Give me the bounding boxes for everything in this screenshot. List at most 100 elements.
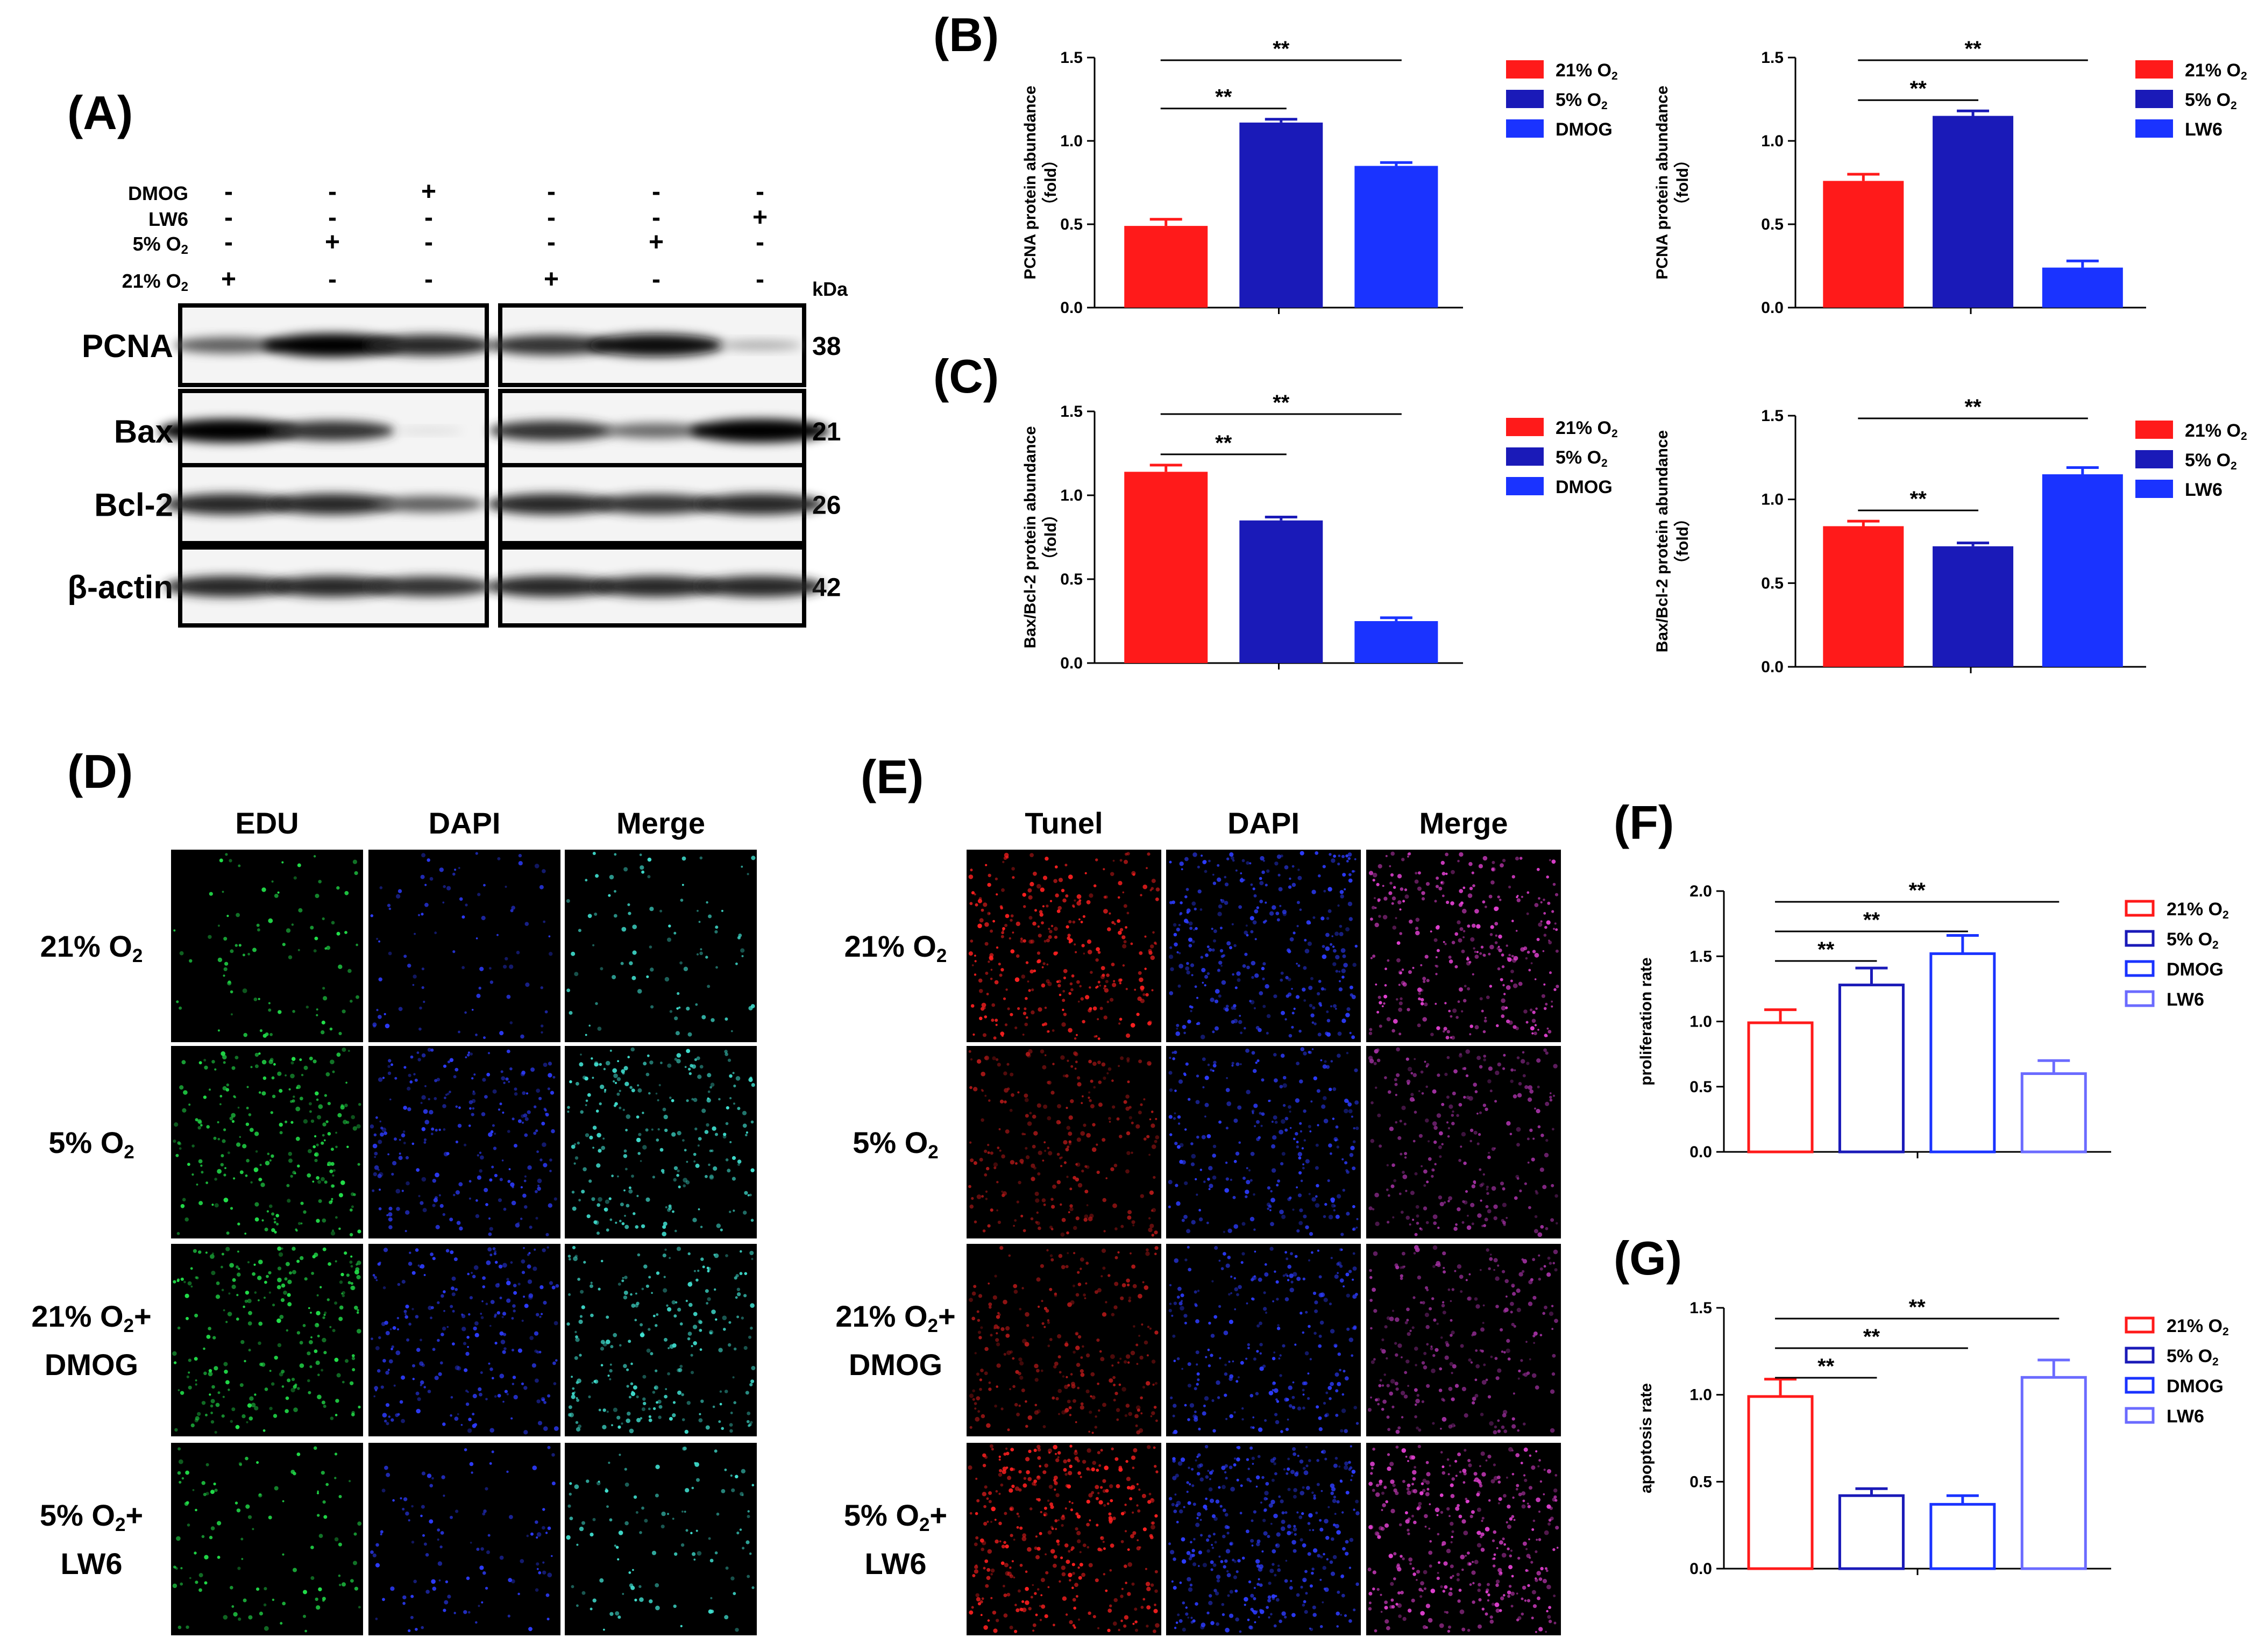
cell-dot [394, 1077, 397, 1080]
cell-dot [1449, 1362, 1453, 1366]
cell-dot [1276, 1327, 1281, 1330]
cell-dot [1445, 872, 1448, 875]
cell-dot [1322, 945, 1325, 948]
cell-dot [572, 1245, 576, 1250]
cell-dot [421, 1626, 424, 1629]
cell-dot [254, 1052, 259, 1057]
cell-dot [1018, 1357, 1023, 1362]
cell-dot [1441, 1398, 1445, 1401]
cell-dot [250, 1066, 253, 1069]
cell-dot [686, 1401, 691, 1405]
cell-dot [1421, 1165, 1423, 1167]
cell-dot [553, 1321, 558, 1326]
cell-dot [699, 1348, 702, 1351]
cell-dot [1043, 1204, 1046, 1206]
cell-dot [1105, 980, 1109, 984]
cell-dot [271, 1076, 275, 1080]
cell-dot [688, 1072, 692, 1076]
cell-dot [1195, 1350, 1199, 1355]
cell-dot [387, 903, 391, 907]
cell-dot [1471, 871, 1474, 874]
cell-dot [1276, 1400, 1280, 1403]
cell-dot [408, 1073, 411, 1077]
cell-dot [1083, 1123, 1087, 1127]
cell-dot [1423, 1169, 1428, 1174]
cell-dot [421, 1095, 426, 1100]
cell-dot [664, 1337, 668, 1342]
cell-dot [493, 1147, 497, 1150]
cell-dot [479, 1565, 484, 1570]
cell-dot [1442, 1301, 1445, 1304]
cell-dot [1428, 1140, 1430, 1143]
cell-dot [1021, 1287, 1024, 1290]
cell-dot [543, 1401, 546, 1404]
cell-dot [186, 1625, 189, 1629]
cell-dot [1464, 985, 1467, 988]
cell-dot [1437, 1263, 1441, 1268]
cell-dot [1391, 896, 1396, 901]
cell-dot [632, 950, 637, 955]
cell-dot [1037, 925, 1040, 928]
cell-dot [698, 1319, 702, 1324]
cell-dot [1016, 1412, 1020, 1416]
cell-dot [1013, 1224, 1015, 1227]
cell-dot [1318, 980, 1322, 983]
cell-dot [254, 1202, 259, 1207]
cell-dot [641, 1506, 644, 1510]
cell-dot [574, 972, 579, 977]
cell-dot [1181, 1219, 1185, 1222]
cell-dot [1019, 1308, 1022, 1311]
cell-dot [1412, 1296, 1416, 1299]
cell-dot [1019, 1361, 1024, 1366]
cell-dot [1074, 899, 1076, 902]
cell-dot [521, 1259, 526, 1264]
cell-dot [1351, 1035, 1355, 1039]
cell-dot [1516, 1056, 1520, 1059]
cell-dot [509, 964, 514, 969]
cell-dot [732, 1177, 736, 1181]
cell-dot [423, 1274, 426, 1276]
cell-dot [1477, 1213, 1482, 1218]
cell-dot [486, 1550, 490, 1554]
cell-dot [1468, 861, 1473, 866]
cell-dot [1342, 873, 1346, 877]
cell-dot [1318, 1293, 1323, 1298]
cell-dot [1133, 1325, 1135, 1328]
cell-dot [1068, 992, 1071, 995]
cell-dot [1168, 1308, 1172, 1313]
cell-dot [662, 1254, 666, 1258]
cell-dot [569, 1482, 572, 1485]
microscopy-column-title: Merge [1419, 806, 1508, 840]
cell-dot [1047, 1080, 1050, 1085]
cell-dot [1426, 1180, 1429, 1184]
cell-dot [1551, 1000, 1553, 1003]
cell-dot [1383, 1002, 1386, 1005]
cell-dot [513, 1309, 516, 1313]
cell-dot [1516, 1288, 1521, 1293]
cell-dot [311, 1272, 314, 1275]
cell-dot [502, 1400, 505, 1403]
cell-dot [1102, 1402, 1106, 1407]
cell-dot [332, 1174, 335, 1177]
cell-dot [1510, 1311, 1513, 1314]
cell-dot [727, 1169, 731, 1173]
cell-dot [669, 1257, 671, 1259]
cell-dot [238, 944, 242, 947]
cell-dot [1382, 885, 1384, 887]
cell-dot [1407, 853, 1410, 856]
cell-dot [1061, 1410, 1066, 1415]
cell-dot [1070, 1300, 1075, 1305]
cell-dot [421, 1127, 426, 1131]
cell-dot [465, 1351, 470, 1356]
cell-dot [1539, 1167, 1544, 1172]
cell-dots [173, 853, 359, 1038]
cell-dot [457, 1366, 461, 1371]
cell-dot [303, 1210, 307, 1214]
cell-dot [213, 1482, 216, 1486]
cell-dot [1341, 975, 1345, 979]
cell-dot [1081, 944, 1085, 948]
cell-dot [1276, 1184, 1279, 1187]
cell-dot [1370, 1138, 1375, 1143]
cell-dot [1254, 938, 1257, 941]
